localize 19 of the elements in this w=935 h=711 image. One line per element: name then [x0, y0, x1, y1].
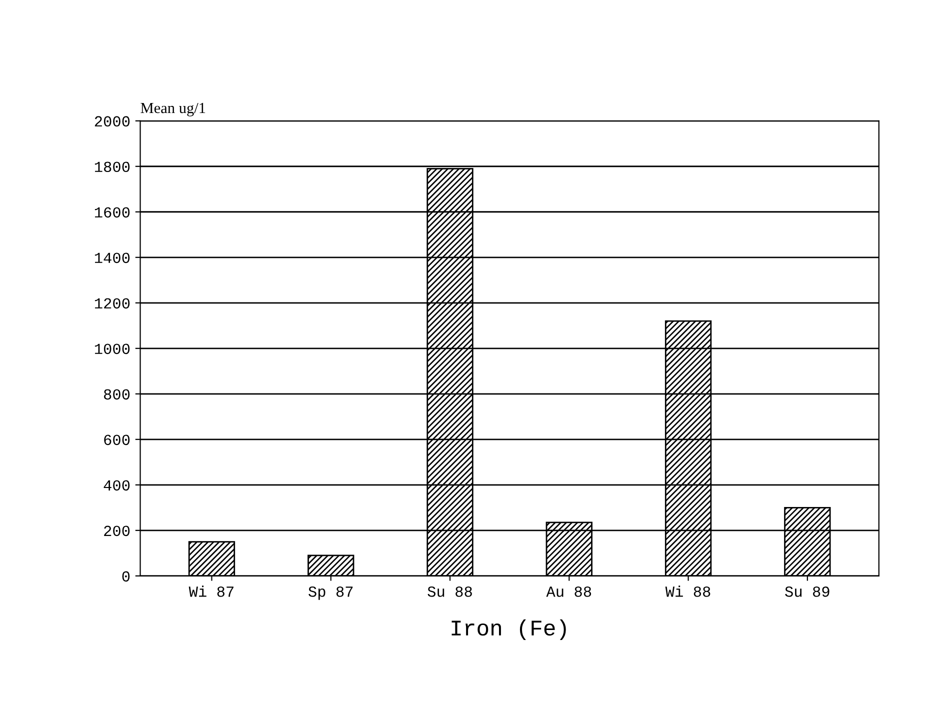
x-tick-label: Wi 88	[665, 586, 710, 597]
x-tick-label: Sp 87	[308, 586, 353, 600]
y-tick-label: 1800	[94, 162, 130, 172]
y-axis-title: Mean ug/1	[140, 102, 206, 116]
y-tick-label: 1600	[94, 207, 130, 218]
x-tick-label: Su 89	[785, 586, 830, 597]
x-tick-label: Su 88	[428, 586, 472, 597]
y-tick-label: 0	[122, 571, 130, 582]
y-tick-label: 1200	[94, 298, 130, 309]
y-tick-label: 1400	[94, 252, 130, 264]
y-tick-label: 2000	[94, 116, 130, 127]
x-axis-title: Iron (Fe)	[452, 619, 566, 640]
y-tick-label: 200	[104, 526, 130, 536]
x-tick-label: Au 88	[546, 586, 592, 597]
y-tick-label: 400	[104, 480, 130, 491]
y-tick-label: 1000	[94, 344, 130, 354]
x-tick-label: Wi 87	[188, 586, 234, 597]
y-tick-label: 800	[104, 389, 130, 400]
y-tick-label: 600	[104, 434, 130, 446]
